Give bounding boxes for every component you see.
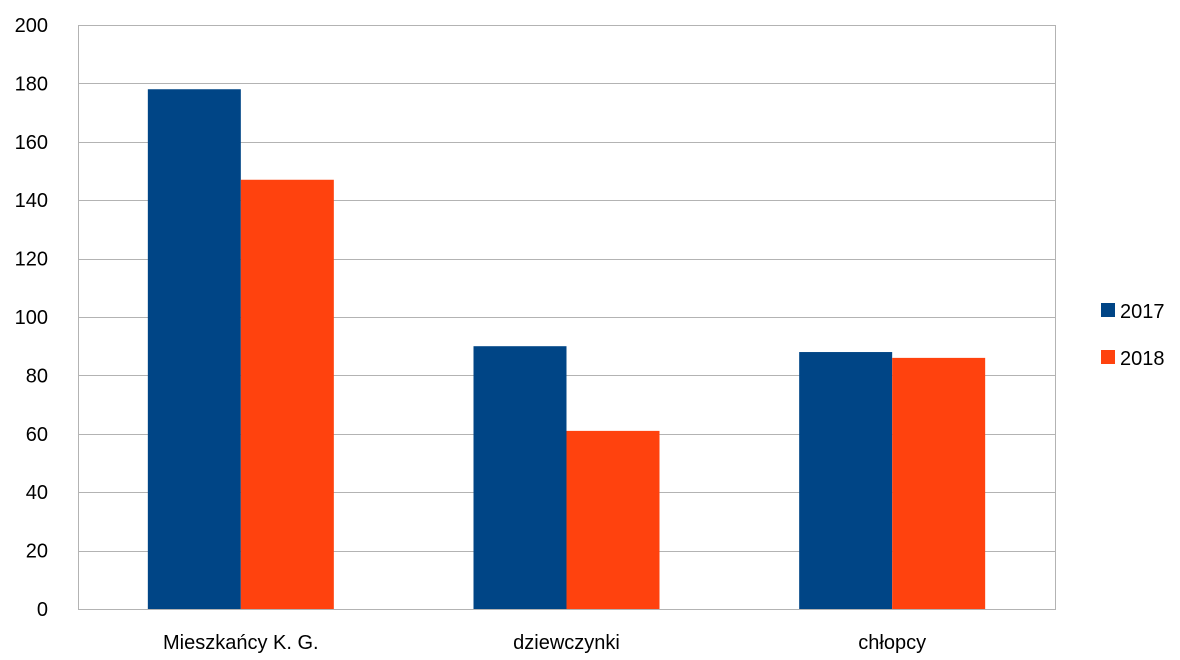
y-tick-label: 0	[37, 599, 48, 621]
legend: 2017 2018	[1101, 301, 1165, 370]
plot-area-border	[78, 25, 1056, 610]
y-tick-label: 140	[15, 190, 48, 212]
y-tick-label: 120	[15, 249, 48, 271]
x-category-label: chłopcy	[858, 632, 926, 654]
legend-swatch-2017	[1101, 303, 1115, 317]
y-tick-label: 200	[15, 15, 48, 37]
legend-swatch-2018	[1101, 350, 1115, 364]
y-tick-label: 40	[26, 482, 48, 504]
x-category-label: Mieszkańcy K. G.	[163, 632, 319, 654]
x-category-label: dziewczynki	[513, 632, 620, 654]
y-tick-label: 60	[26, 424, 48, 446]
x-axis-category-labels: Mieszkańcy K. G. dziewczynki chłopcy	[163, 632, 926, 654]
bar-2017-2	[473, 346, 567, 609]
y-tick-label: 180	[15, 73, 48, 95]
legend-label: 2018	[1120, 348, 1165, 370]
y-tick-label: 20	[26, 541, 48, 563]
bar-2017-3	[799, 352, 893, 609]
bar-2018-2	[566, 430, 660, 609]
bar-2018-1	[240, 179, 334, 609]
legend-label: 2017	[1120, 301, 1165, 323]
bar-2018-3	[892, 357, 986, 609]
y-tick-label: 160	[15, 132, 48, 154]
y-tick-label: 100	[15, 307, 48, 329]
bar-2017-1	[147, 89, 241, 610]
y-tick-label: 80	[26, 365, 48, 387]
y-axis-tick-labels: 0 20 40 60 80 100 120 140 160 180 200	[15, 15, 48, 621]
bars	[147, 89, 986, 610]
